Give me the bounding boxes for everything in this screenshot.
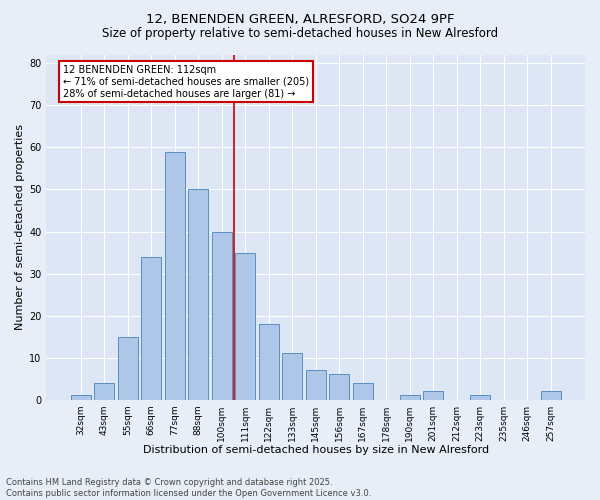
Bar: [212, 232, 232, 400]
Text: Size of property relative to semi-detached houses in New Alresford: Size of property relative to semi-detach…: [102, 28, 498, 40]
Bar: [259, 324, 279, 400]
Bar: [235, 252, 255, 400]
Bar: [165, 152, 185, 400]
Bar: [423, 391, 443, 400]
Bar: [470, 396, 490, 400]
Bar: [118, 336, 138, 400]
Y-axis label: Number of semi-detached properties: Number of semi-detached properties: [15, 124, 25, 330]
Bar: [353, 383, 373, 400]
Text: 12, BENENDEN GREEN, ALRESFORD, SO24 9PF: 12, BENENDEN GREEN, ALRESFORD, SO24 9PF: [146, 12, 454, 26]
Bar: [541, 391, 560, 400]
Bar: [306, 370, 326, 400]
Bar: [94, 383, 115, 400]
Bar: [329, 374, 349, 400]
Bar: [282, 354, 302, 400]
Bar: [71, 396, 91, 400]
Text: Contains HM Land Registry data © Crown copyright and database right 2025.
Contai: Contains HM Land Registry data © Crown c…: [6, 478, 371, 498]
Text: 12 BENENDEN GREEN: 112sqm
← 71% of semi-detached houses are smaller (205)
28% of: 12 BENENDEN GREEN: 112sqm ← 71% of semi-…: [62, 66, 308, 98]
Bar: [142, 256, 161, 400]
Bar: [188, 190, 208, 400]
X-axis label: Distribution of semi-detached houses by size in New Alresford: Distribution of semi-detached houses by …: [143, 445, 489, 455]
Bar: [400, 396, 419, 400]
